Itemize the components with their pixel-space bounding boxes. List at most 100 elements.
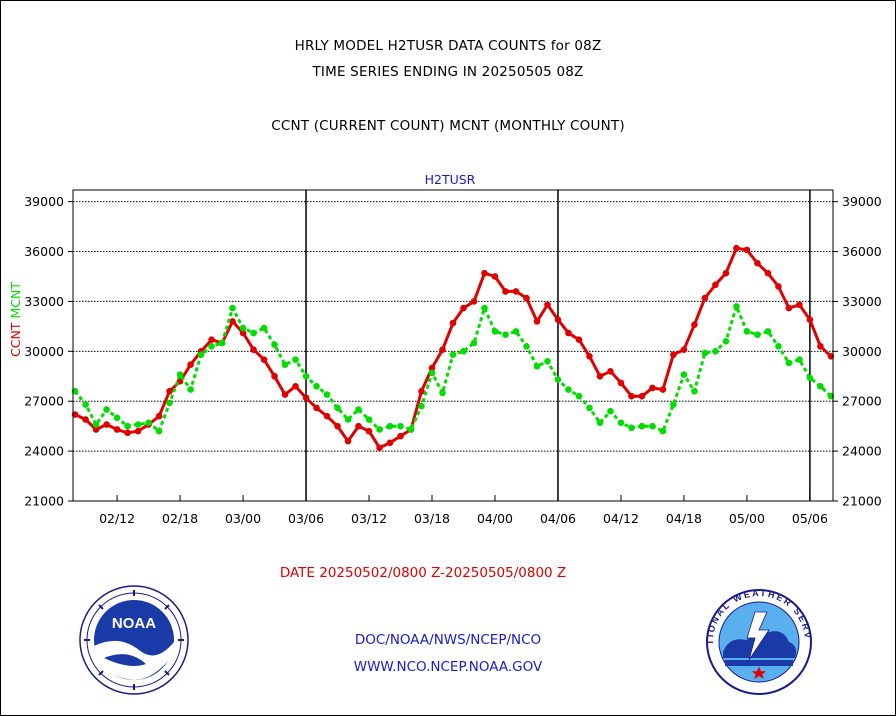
- data-point-ccnt: [460, 304, 467, 312]
- data-point-mcnt: [187, 386, 194, 393]
- data-point-ccnt: [491, 273, 499, 280]
- x-tick-label: 04/00: [477, 511, 513, 526]
- data-point-mcnt: [691, 387, 698, 395]
- data-point-mcnt: [449, 351, 457, 358]
- y-tick-label-left: 33000: [24, 294, 64, 309]
- data-point-ccnt: [502, 288, 509, 295]
- data-point-mcnt: [596, 419, 604, 427]
- data-point-ccnt: [680, 346, 688, 353]
- y-tick-label-right: 36000: [842, 244, 882, 259]
- data-point-ccnt: [554, 316, 562, 324]
- y-tick-label-right: 24000: [842, 444, 882, 459]
- data-point-mcnt: [544, 357, 551, 365]
- data-point-ccnt: [649, 384, 656, 392]
- data-point-ccnt: [628, 392, 635, 400]
- data-point-ccnt: [302, 394, 310, 402]
- data-point-mcnt: [523, 343, 530, 350]
- data-point-ccnt: [796, 301, 803, 309]
- data-point-mcnt: [638, 422, 646, 430]
- data-point-mcnt: [344, 416, 352, 423]
- labels-layer: 21000 21000 24000 24000 27000 27000 30000 30000…: [8, 172, 882, 526]
- data-point-mcnt: [218, 339, 226, 347]
- org-path-label: DOC/NOAA/NWS/NCEP/NCO: [354, 632, 542, 648]
- data-point-mcnt: [575, 392, 583, 400]
- data-point-mcnt: [512, 328, 520, 335]
- data-point-ccnt: [397, 432, 404, 440]
- noaa-logo-text: NOAA: [112, 615, 156, 632]
- data-point-ccnt: [565, 329, 572, 337]
- data-point-mcnt: [628, 424, 635, 432]
- data-point-mcnt: [733, 303, 740, 310]
- data-point-mcnt: [197, 351, 205, 358]
- data-point-ccnt: [92, 426, 100, 433]
- chart-title-line3: CCNT (CURRENT COUNT) MCNT (MONTHLY COUNT…: [271, 118, 625, 134]
- data-point-mcnt: [460, 348, 467, 355]
- data-point-ccnt: [439, 346, 446, 353]
- series-layer: [71, 244, 835, 452]
- data-point-mcnt: [113, 414, 121, 422]
- data-point-ccnt: [334, 422, 341, 430]
- data-point-mcnt: [313, 382, 320, 390]
- x-tick-label: 05/00: [729, 511, 765, 526]
- data-point-ccnt: [785, 304, 793, 312]
- y-tick-label-left: 24000: [24, 444, 64, 459]
- data-point-mcnt: [743, 328, 751, 335]
- noaa-logo: NOAA: [79, 585, 189, 695]
- data-point-ccnt: [344, 437, 352, 445]
- data-point-ccnt: [607, 367, 614, 375]
- data-point-mcnt: [428, 369, 436, 377]
- data-point-ccnt: [743, 246, 751, 254]
- y-tick-label-right: 30000: [842, 344, 882, 359]
- data-point-ccnt: [638, 392, 646, 400]
- x-tick-label: 02/12: [99, 511, 135, 526]
- data-point-ccnt: [817, 343, 824, 350]
- y-tick-label-right: 39000: [842, 194, 882, 209]
- y-axis-label: CCNT MCNT: [8, 282, 23, 357]
- data-point-mcnt: [250, 329, 257, 337]
- data-point-mcnt: [82, 401, 89, 408]
- data-point-ccnt: [544, 301, 551, 309]
- x-tick-label: 02/18: [162, 511, 198, 526]
- data-point-mcnt: [145, 419, 152, 427]
- data-point-ccnt: [533, 318, 541, 325]
- data-point-mcnt: [103, 406, 110, 413]
- data-point-mcnt: [764, 328, 772, 335]
- data-point-mcnt: [649, 422, 656, 430]
- data-point-mcnt: [754, 331, 761, 338]
- data-point-ccnt: [271, 372, 278, 380]
- x-tick-label: 03/12: [351, 511, 387, 526]
- y-tick-label-right: 33000: [842, 294, 882, 309]
- y-tick-label-left: 21000: [24, 494, 64, 509]
- data-point-mcnt: [796, 356, 803, 363]
- data-point-mcnt: [481, 304, 488, 312]
- data-point-mcnt: [470, 339, 478, 347]
- nws-logo: NATIONAL WEATHER SERVICE: [705, 588, 812, 695]
- data-point-ccnt: [208, 336, 215, 343]
- data-point-mcnt: [775, 343, 782, 350]
- data-point-mcnt: [155, 427, 163, 435]
- data-point-mcnt: [323, 391, 331, 398]
- data-point-mcnt: [418, 402, 425, 410]
- data-point-mcnt: [208, 343, 215, 350]
- data-point-ccnt: [512, 288, 520, 295]
- data-point-mcnt: [617, 419, 625, 427]
- data-point-mcnt: [565, 386, 572, 393]
- data-point-ccnt: [523, 294, 530, 302]
- plot-title: H2TUSR: [425, 172, 476, 187]
- data-point-mcnt: [334, 404, 341, 412]
- axes-layer: [68, 189, 838, 502]
- data-point-mcnt: [355, 406, 362, 413]
- x-tick-label: 05/06: [792, 511, 828, 526]
- data-point-ccnt: [764, 269, 772, 277]
- data-point-ccnt: [323, 412, 331, 420]
- data-point-mcnt: [533, 362, 541, 370]
- data-point-ccnt: [575, 336, 583, 343]
- data-point-mcnt: [722, 338, 730, 345]
- data-point-mcnt: [806, 374, 814, 382]
- data-point-mcnt: [491, 328, 499, 335]
- y-tick-label-left: 36000: [24, 244, 64, 259]
- data-point-mcnt: [680, 371, 688, 378]
- data-point-ccnt: [103, 421, 110, 428]
- data-point-ccnt: [376, 444, 383, 452]
